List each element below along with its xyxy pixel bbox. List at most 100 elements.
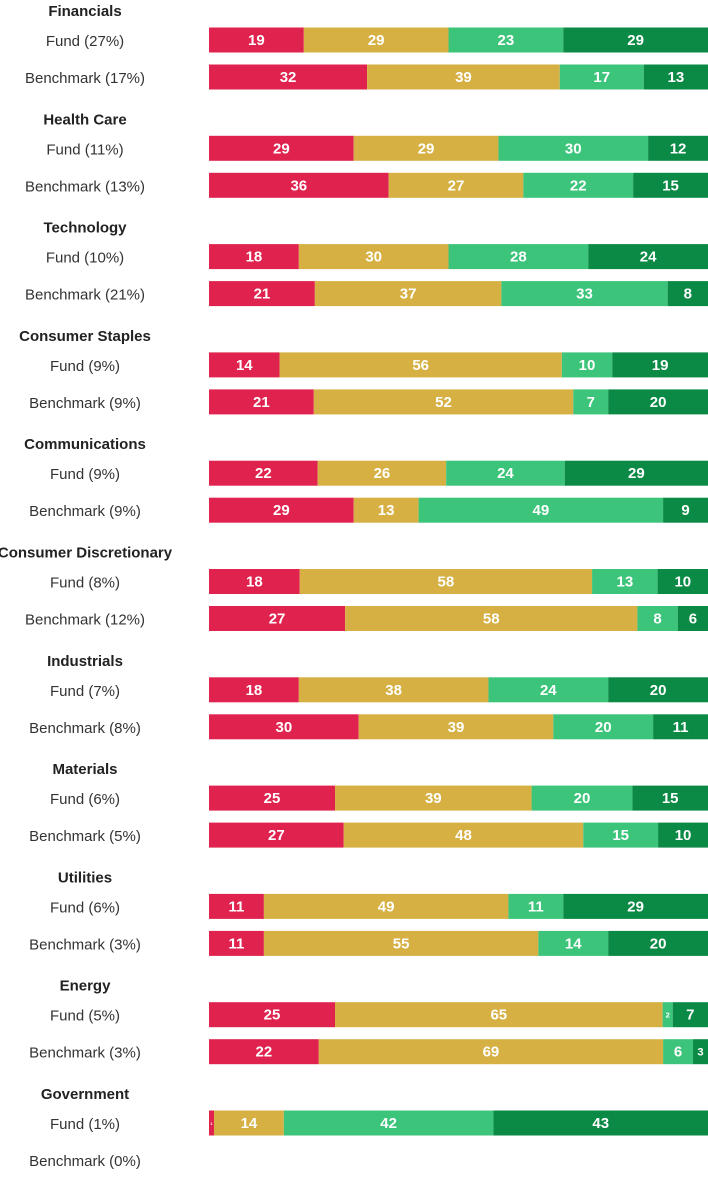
value-label: 39	[448, 719, 465, 736]
value-label: 55	[393, 935, 410, 952]
sector-label: Health Care	[43, 111, 126, 128]
value-label: 26	[374, 465, 391, 482]
value-label: 29	[368, 32, 385, 49]
value-label: 17	[593, 69, 610, 86]
bar-segment	[564, 460, 708, 486]
row-label: Fund (8%)	[50, 574, 120, 591]
bar-segment	[531, 785, 633, 811]
bar-segment	[563, 893, 708, 919]
bar-segment	[573, 389, 609, 415]
bar-segment	[209, 822, 344, 848]
bar-segment	[608, 677, 708, 703]
bar-segment	[637, 606, 678, 631]
value-label: 20	[574, 790, 591, 807]
value-label: 20	[650, 935, 667, 952]
value-label: 13	[616, 573, 633, 590]
value-label: 15	[662, 790, 679, 807]
bar-segment	[648, 135, 708, 161]
value-label: 1	[210, 1121, 213, 1126]
bar-segment	[279, 352, 562, 378]
bar-segment	[643, 64, 708, 90]
bar-segment	[657, 569, 708, 594]
value-label: 21	[253, 394, 270, 411]
row-label: Fund (1%)	[50, 1116, 120, 1133]
value-label: 27	[269, 610, 286, 627]
bar-segment	[209, 1110, 214, 1136]
bar-segment	[209, 1002, 336, 1028]
value-label: 8	[684, 286, 692, 303]
bar-segment	[343, 822, 584, 848]
value-label: 52	[435, 394, 452, 411]
bar-segment	[263, 893, 509, 919]
value-label: 11	[673, 719, 689, 736]
bar-segment	[523, 172, 634, 198]
value-label: 22	[256, 1044, 273, 1061]
bar-segment	[663, 497, 708, 523]
bar-segment	[209, 1039, 319, 1065]
bar-segment	[388, 172, 524, 198]
bar-segment	[335, 785, 532, 811]
bar-segment	[298, 244, 449, 270]
row-label: Benchmark (8%)	[29, 720, 141, 737]
sector-label: Consumer Staples	[19, 328, 151, 345]
row-label: Fund (9%)	[50, 358, 120, 375]
bar-segment	[563, 27, 708, 53]
value-label: 25	[264, 790, 281, 807]
bar-segment	[608, 389, 708, 415]
value-label: 19	[652, 357, 669, 374]
sector-label: Industrials	[47, 653, 123, 670]
value-label: 22	[255, 465, 272, 482]
bar-segment	[418, 497, 664, 523]
bar-segment	[612, 352, 708, 378]
bar-segment	[633, 172, 708, 198]
value-label: 15	[612, 827, 629, 844]
row-label: Benchmark (9%)	[29, 395, 141, 412]
bar-segment	[318, 1039, 664, 1065]
bar-segment	[663, 1039, 694, 1065]
value-label: 13	[668, 69, 685, 86]
bar-segment	[335, 1002, 663, 1028]
value-label: 48	[455, 827, 472, 844]
bar-segment	[209, 389, 314, 415]
bar-segment	[263, 930, 539, 956]
row-label: Fund (6%)	[50, 791, 120, 808]
bar-segment	[209, 281, 315, 307]
value-label: 2	[666, 1011, 670, 1020]
bar-segment	[501, 281, 668, 307]
sector-label: Communications	[24, 436, 146, 453]
bar-segment	[662, 1002, 673, 1028]
value-label: 24	[640, 249, 657, 266]
bar-segment	[583, 822, 659, 848]
value-label: 18	[246, 682, 263, 699]
value-label: 58	[438, 573, 455, 590]
bar-segment	[508, 893, 564, 919]
bar-segment	[209, 352, 280, 378]
bar-segment	[353, 135, 499, 161]
bar-segment	[632, 785, 708, 811]
bar-segment	[667, 281, 708, 307]
bar-segment	[283, 1110, 494, 1136]
bar-segment	[677, 606, 708, 631]
row-label: Fund (27%)	[46, 33, 124, 50]
value-label: 30	[276, 719, 293, 736]
bar-segment	[608, 930, 708, 956]
value-label: 29	[627, 898, 644, 915]
value-label: 12	[670, 140, 687, 157]
sector-label: Consumer Discretionary	[0, 544, 173, 561]
row-label: Benchmark (17%)	[25, 70, 145, 87]
sector-label: Materials	[52, 761, 117, 778]
bar-segment	[588, 244, 708, 270]
row-label: Benchmark (12%)	[25, 611, 145, 628]
value-label: 29	[418, 140, 435, 157]
row-label: Benchmark (9%)	[29, 503, 141, 520]
value-label: 65	[490, 1007, 507, 1024]
bar-segment	[448, 27, 564, 53]
bar-segment	[313, 389, 574, 415]
bar-segment	[209, 460, 318, 486]
sector-label: Government	[41, 1086, 129, 1103]
value-label: 21	[254, 286, 271, 303]
row-label: Fund (9%)	[50, 466, 120, 483]
value-label: 8	[653, 610, 661, 627]
